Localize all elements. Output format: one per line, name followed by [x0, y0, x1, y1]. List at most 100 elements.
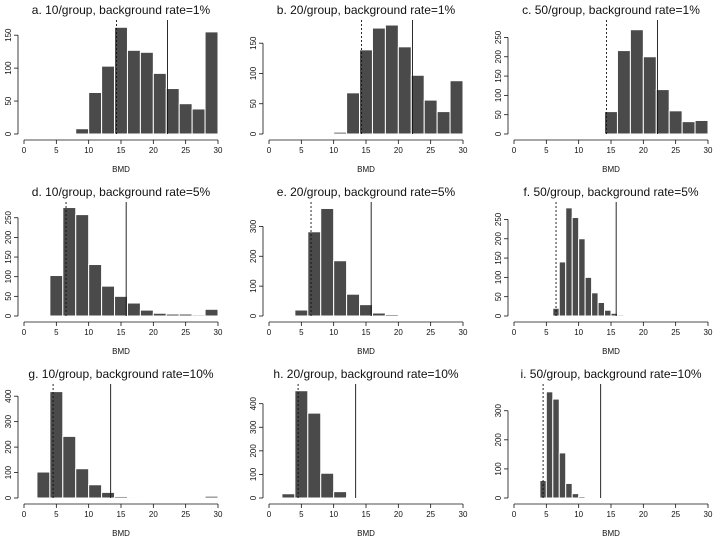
- x-tick-label: 30: [704, 146, 713, 155]
- y-tick-label: 150: [4, 28, 13, 42]
- histogram-panel-d: d. 10/group, background rate=5% 0 5 10 15 20 2…: [4, 185, 223, 356]
- histogram-bar: [449, 315, 464, 317]
- histogram-bar: [584, 276, 593, 317]
- histogram-bar: [616, 50, 631, 135]
- histogram-bar: [578, 496, 586, 499]
- histogram-bar: [88, 264, 103, 317]
- histogram-bar: [694, 119, 709, 135]
- x-axis-label: BMD: [602, 347, 620, 356]
- histogram-bar: [101, 491, 116, 499]
- y-tick-label: 50: [494, 292, 503, 301]
- x-tick-label: 20: [639, 328, 648, 337]
- x-tick-label: 25: [426, 510, 435, 519]
- x-tick-label: 5: [544, 328, 549, 337]
- histogram-bar: [346, 293, 361, 317]
- y-tick-label: 200: [494, 433, 503, 447]
- x-tick-label: 10: [574, 328, 583, 337]
- histogram-bar: [126, 49, 141, 135]
- histogram-bar: [655, 89, 670, 135]
- y-tick-label: 0: [249, 131, 258, 136]
- x-tick-label: 25: [671, 328, 680, 337]
- panel-title: d. 10/group, background rate=5%: [32, 185, 211, 199]
- y-tick-label: 50: [4, 291, 13, 300]
- histogram-bar: [204, 495, 219, 499]
- histogram-bar: [668, 110, 683, 135]
- histogram-bar: [114, 495, 128, 499]
- x-tick-label: 20: [639, 510, 648, 519]
- x-tick-label: 15: [607, 146, 616, 155]
- y-tick-label: 200: [4, 230, 13, 244]
- panel-title: c. 50/group, background rate=1%: [522, 3, 700, 17]
- y-tick-label: 0: [494, 495, 503, 500]
- histogram-bar: [558, 261, 567, 317]
- x-tick-label: 30: [214, 510, 223, 519]
- x-tick-label: 10: [329, 510, 338, 519]
- x-tick-label: 5: [54, 510, 59, 519]
- histogram-panel-a: a. 10/group, background rate=1% 0 5 10 15 20 2…: [4, 3, 223, 174]
- y-tick-label: 100: [494, 88, 503, 102]
- histogram-bar: [359, 304, 373, 317]
- x-tick-label: 10: [574, 510, 583, 519]
- histogram-bar: [545, 391, 554, 499]
- histogram-panel-b: b. 20/group, background rate=1% 0 5 10 15 20 2…: [249, 3, 468, 174]
- x-tick-label: 20: [149, 510, 158, 519]
- x-axis-label: BMD: [602, 529, 620, 538]
- x-tick-label: 25: [181, 328, 190, 337]
- x-tick-label: 15: [362, 510, 371, 519]
- x-tick-label: 5: [54, 146, 59, 155]
- y-tick-label: 300: [494, 404, 503, 418]
- histogram-bar: [552, 398, 560, 499]
- x-axis-label: BMD: [112, 165, 130, 174]
- x-tick-label: 0: [22, 328, 27, 337]
- histogram-bar: [371, 27, 386, 135]
- y-tick-label: 200: [494, 50, 503, 64]
- x-tick-label: 0: [267, 146, 272, 155]
- y-tick-label: 100: [4, 269, 13, 283]
- histogram-bar: [88, 91, 103, 135]
- y-tick-label: 400: [4, 389, 13, 403]
- histogram-bar: [62, 207, 77, 317]
- y-tick-label: 100: [494, 462, 503, 476]
- panel-title: h. 20/group, background rate=10%: [273, 367, 458, 381]
- histogram-bar: [36, 471, 51, 499]
- x-axis-label: BMD: [112, 529, 130, 538]
- x-tick-label: 10: [84, 328, 93, 337]
- histogram-panel-h: h. 20/group, background rate=10% 0 5 10 15 20…: [249, 367, 468, 538]
- histogram-bar: [623, 315, 631, 317]
- histogram-bar: [397, 46, 412, 135]
- histogram-bar: [126, 302, 141, 317]
- x-tick-label: 0: [512, 510, 517, 519]
- histogram-bar: [101, 65, 116, 135]
- histogram-bar: [139, 496, 154, 499]
- histogram-bar: [114, 295, 128, 317]
- y-tick-label: 400: [249, 396, 258, 410]
- x-tick-label: 30: [704, 328, 713, 337]
- histogram-bar: [591, 292, 599, 317]
- x-tick-label: 15: [362, 146, 371, 155]
- x-tick-label: 10: [574, 146, 583, 155]
- y-tick-label: 100: [4, 61, 13, 75]
- x-tick-label: 5: [299, 328, 304, 337]
- x-tick-label: 0: [22, 510, 27, 519]
- histogram-bar: [333, 131, 348, 135]
- histogram-bar: [629, 315, 638, 317]
- panel-title: e. 20/group, background rate=5%: [277, 185, 456, 199]
- x-tick-label: 20: [394, 146, 403, 155]
- y-tick-label: 150: [249, 36, 258, 50]
- x-tick-label: 10: [84, 146, 93, 155]
- histogram-panel-e: e. 20/group, background rate=5% 0 5 10 15 20 2…: [249, 185, 468, 356]
- x-tick-label: 5: [544, 510, 549, 519]
- x-tick-label: 25: [671, 510, 680, 519]
- x-tick-label: 15: [607, 328, 616, 337]
- histogram-bar: [307, 231, 322, 317]
- y-tick-label: 250: [494, 212, 503, 226]
- y-tick-label: 200: [249, 249, 258, 263]
- y-tick-label: 0: [249, 495, 258, 500]
- x-tick-label: 0: [267, 510, 272, 519]
- y-tick-label: 0: [249, 313, 258, 318]
- histogram-bar: [449, 80, 464, 135]
- x-tick-label: 15: [117, 146, 126, 155]
- y-tick-label: 100: [494, 270, 503, 284]
- histogram-bar: [681, 121, 696, 135]
- x-tick-label: 0: [267, 328, 272, 337]
